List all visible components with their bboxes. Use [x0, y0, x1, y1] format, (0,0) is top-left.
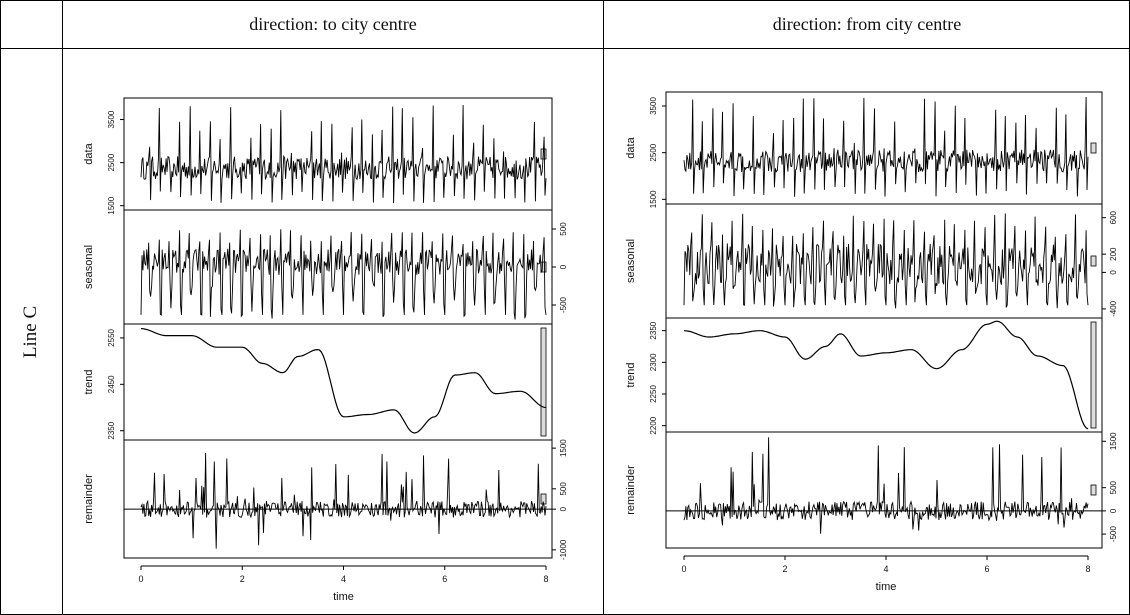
panel-frame-remainder: [123, 439, 553, 559]
panel-frame-trend: [665, 317, 1103, 433]
panel-frame-data: [123, 97, 553, 211]
panel-frame-seasonal: [123, 209, 553, 325]
series-line-seasonal: [140, 229, 547, 320]
series-line-remainder: [140, 452, 547, 549]
y-tick-label-seasonal: 600: [1109, 210, 1118, 224]
y-tick-label-trend: 2350: [107, 421, 116, 439]
header-to-city-centre: direction: to city centre: [249, 13, 417, 34]
stl-chart-to-city-centre: 150025003500data-5000500seasonal23502450…: [83, 97, 568, 603]
series-line-data: [140, 104, 547, 204]
x-tick-label: 2: [782, 564, 787, 574]
y-tick-label-remainder: 500: [559, 482, 568, 496]
x-tick-label: 0: [681, 564, 686, 574]
y-tick-label-seasonal: 0: [559, 264, 568, 269]
y-tick-label-trend: 2250: [649, 385, 658, 403]
y-tick-label-trend: 2350: [649, 321, 658, 339]
y-label-data: data: [83, 142, 95, 164]
y-label-trend: trend: [625, 362, 637, 387]
x-tick-label: 2: [240, 574, 245, 584]
x-axis-label: time: [333, 591, 354, 603]
x-axis-label: time: [876, 581, 897, 593]
panel-frame-trend: [123, 323, 553, 441]
row-label-line-c: Line C: [0, 48, 62, 615]
scale-bar-data: [1090, 142, 1097, 154]
y-tick-label-data: 2500: [649, 143, 658, 161]
series-line-seasonal: [683, 213, 1089, 309]
scale-bar-remainder: [1090, 484, 1097, 496]
series-line-data: [683, 96, 1089, 197]
y-tick-label-remainder: -1000: [559, 539, 568, 560]
y-tick-label-seasonal: 200: [1109, 247, 1118, 261]
x-tick-label: 6: [984, 564, 989, 574]
y-tick-label-data: 1500: [107, 196, 116, 214]
y-tick-label-seasonal: 0: [1109, 270, 1118, 275]
y-label-remainder: remainder: [625, 465, 637, 515]
series-line-remainder: [683, 437, 1089, 534]
scale-bar-trend: [1090, 321, 1097, 429]
y-tick-label-data: 3500: [649, 97, 658, 115]
y-tick-label-seasonal: 500: [559, 222, 568, 236]
y-tick-label-remainder: -500: [1109, 526, 1118, 543]
scale-bar-trend: [540, 327, 547, 437]
y-tick-label-remainder: 1500: [1109, 432, 1118, 450]
y-label-remainder: remainder: [83, 474, 95, 524]
y-tick-label-remainder: 0: [559, 506, 568, 511]
x-tick-label: 4: [341, 574, 346, 584]
y-tick-label-data: 3500: [107, 110, 116, 128]
y-tick-label-remainder: 1500: [559, 439, 568, 457]
y-label-seasonal: seasonal: [625, 239, 637, 283]
stl-chart-from-city-centre: 150025003500data-4000200600seasonal22002…: [625, 91, 1118, 593]
y-tick-label-trend: 2450: [107, 375, 116, 393]
scale-bar-seasonal: [1090, 255, 1097, 267]
y-tick-label-trend: 2200: [649, 416, 658, 434]
y-tick-label-data: 1500: [649, 190, 658, 208]
series-line-trend: [140, 328, 547, 434]
x-tick-label: 8: [543, 574, 548, 584]
x-tick-label: 6: [442, 574, 447, 584]
y-tick-label-remainder: 0: [1109, 508, 1118, 513]
series-line-trend: [683, 320, 1089, 430]
x-tick-label: 8: [1085, 564, 1090, 574]
y-tick-label-remainder: 500: [1109, 480, 1118, 494]
x-tick-label: 0: [138, 574, 143, 584]
header-from-city-centre: direction: from city centre: [772, 13, 962, 34]
y-label-data: data: [625, 136, 637, 158]
y-tick-label-trend: 2550: [107, 328, 116, 346]
row-label-text: Line C: [20, 305, 41, 358]
y-tick-label-trend: 2300: [649, 353, 658, 371]
y-label-seasonal: seasonal: [83, 245, 95, 289]
y-tick-label-seasonal: -400: [1109, 300, 1118, 317]
y-label-trend: trend: [83, 369, 95, 394]
y-tick-label-data: 2500: [107, 153, 116, 171]
x-tick-label: 4: [883, 564, 888, 574]
y-tick-label-seasonal: -500: [559, 296, 568, 313]
